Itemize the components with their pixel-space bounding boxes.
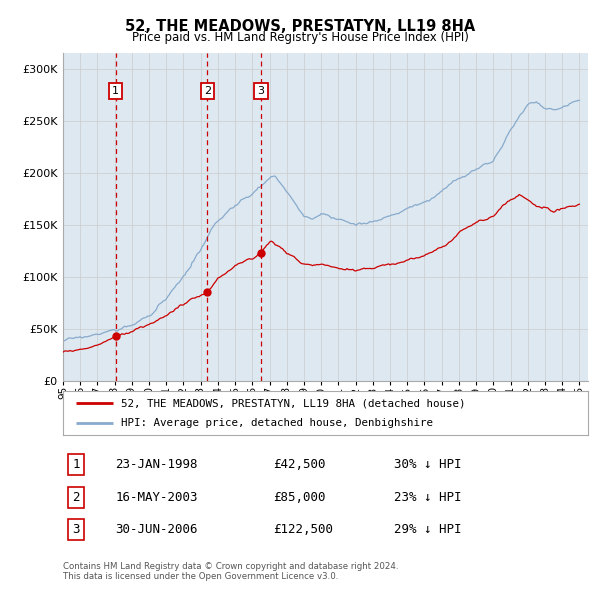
Text: 30-JUN-2006: 30-JUN-2006 <box>115 523 198 536</box>
Text: HPI: Average price, detached house, Denbighshire: HPI: Average price, detached house, Denb… <box>121 418 433 428</box>
Text: 52, THE MEADOWS, PRESTATYN, LL19 8HA: 52, THE MEADOWS, PRESTATYN, LL19 8HA <box>125 19 475 34</box>
Text: 16-MAY-2003: 16-MAY-2003 <box>115 490 198 504</box>
Text: 2: 2 <box>73 490 80 504</box>
Text: 23-JAN-1998: 23-JAN-1998 <box>115 458 198 471</box>
Text: 3: 3 <box>257 86 265 96</box>
Text: This data is licensed under the Open Government Licence v3.0.: This data is licensed under the Open Gov… <box>63 572 338 581</box>
Text: 1: 1 <box>73 458 80 471</box>
Text: 29% ↓ HPI: 29% ↓ HPI <box>394 523 461 536</box>
Text: 3: 3 <box>73 523 80 536</box>
Text: Price paid vs. HM Land Registry's House Price Index (HPI): Price paid vs. HM Land Registry's House … <box>131 31 469 44</box>
Text: 2: 2 <box>203 86 211 96</box>
Text: 1: 1 <box>112 86 119 96</box>
Text: £122,500: £122,500 <box>273 523 333 536</box>
Text: Contains HM Land Registry data © Crown copyright and database right 2024.: Contains HM Land Registry data © Crown c… <box>63 562 398 571</box>
Text: £85,000: £85,000 <box>273 490 325 504</box>
Text: £42,500: £42,500 <box>273 458 325 471</box>
Text: 30% ↓ HPI: 30% ↓ HPI <box>394 458 461 471</box>
Text: 23% ↓ HPI: 23% ↓ HPI <box>394 490 461 504</box>
Text: 52, THE MEADOWS, PRESTATYN, LL19 8HA (detached house): 52, THE MEADOWS, PRESTATYN, LL19 8HA (de… <box>121 398 465 408</box>
